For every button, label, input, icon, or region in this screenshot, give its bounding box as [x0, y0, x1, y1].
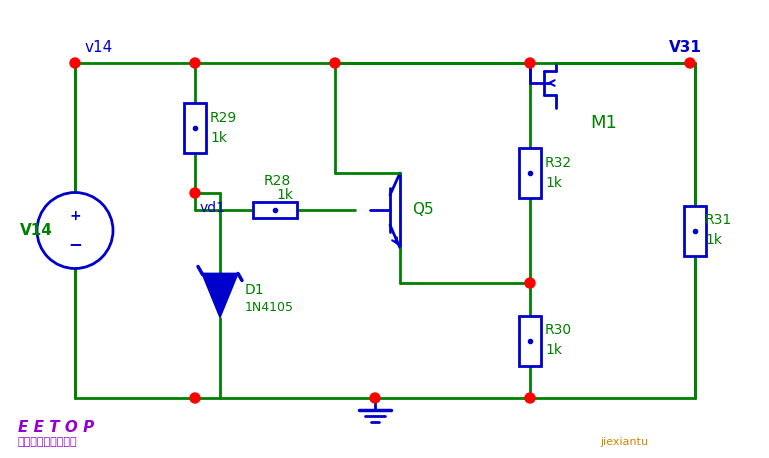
Text: vd1: vd1 — [200, 201, 226, 215]
Bar — [519, 148, 541, 198]
Text: R28: R28 — [263, 174, 291, 188]
Circle shape — [685, 58, 695, 68]
Circle shape — [70, 58, 80, 68]
Text: 中国电子顶级开发网: 中国电子顶级开发网 — [18, 437, 78, 447]
Circle shape — [190, 393, 200, 403]
Text: D1: D1 — [245, 284, 265, 298]
Circle shape — [525, 393, 535, 403]
Circle shape — [37, 192, 113, 268]
Text: M1: M1 — [590, 114, 617, 132]
Text: V14: V14 — [20, 223, 53, 238]
Text: 1k: 1k — [545, 176, 562, 190]
Text: Q5: Q5 — [412, 202, 434, 218]
Bar — [519, 316, 541, 365]
Text: 1k: 1k — [705, 234, 722, 247]
Text: v14: v14 — [85, 40, 113, 55]
Text: R32: R32 — [545, 156, 572, 170]
Text: R31: R31 — [705, 213, 732, 228]
Text: V31: V31 — [668, 40, 701, 55]
Text: −: − — [68, 235, 82, 253]
Text: jiexiantu: jiexiantu — [600, 437, 648, 447]
Text: E E T O P: E E T O P — [18, 420, 95, 436]
Circle shape — [525, 58, 535, 68]
Text: +: + — [69, 209, 81, 224]
Polygon shape — [202, 273, 238, 317]
Bar — [184, 103, 206, 153]
Circle shape — [190, 58, 200, 68]
Bar — [684, 206, 706, 256]
Text: 1k: 1k — [277, 188, 294, 202]
Text: 1k: 1k — [545, 344, 562, 358]
Circle shape — [370, 393, 380, 403]
Circle shape — [190, 188, 200, 198]
Circle shape — [330, 58, 340, 68]
Circle shape — [525, 278, 535, 288]
Text: R30: R30 — [545, 323, 572, 338]
Text: 1k: 1k — [210, 131, 227, 145]
Text: R29: R29 — [210, 111, 238, 125]
Bar — [253, 202, 297, 218]
Text: 1N4105: 1N4105 — [245, 301, 294, 314]
